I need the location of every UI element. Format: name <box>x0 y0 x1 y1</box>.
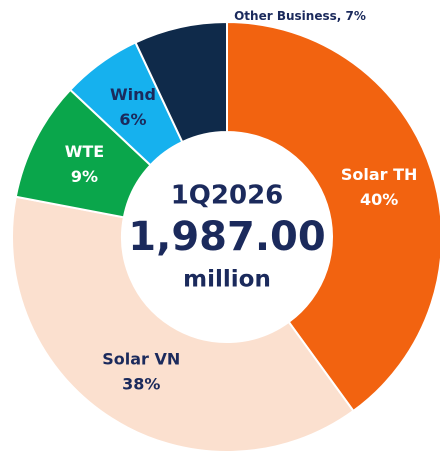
center-unit: million <box>183 267 271 293</box>
slices <box>11 20 440 453</box>
center-amount: 1,987.00 <box>128 214 325 260</box>
value-label: 40% <box>360 190 398 209</box>
value-label: 7% <box>346 9 366 23</box>
donut-hole <box>122 132 332 342</box>
value-label: 9% <box>71 167 98 186</box>
category-label: Solar TH <box>341 165 418 184</box>
value-label: 38% <box>122 375 160 394</box>
category-label: Other Business <box>234 9 337 23</box>
label-separator: , <box>337 9 346 23</box>
center-period: 1Q2026 <box>171 181 284 211</box>
category-label: Solar VN <box>102 350 180 369</box>
slice-label: Other Business, 7% <box>234 9 366 23</box>
value-label: 6% <box>119 110 146 129</box>
category-label: Wind <box>110 85 156 104</box>
category-label: WTE <box>65 142 105 161</box>
